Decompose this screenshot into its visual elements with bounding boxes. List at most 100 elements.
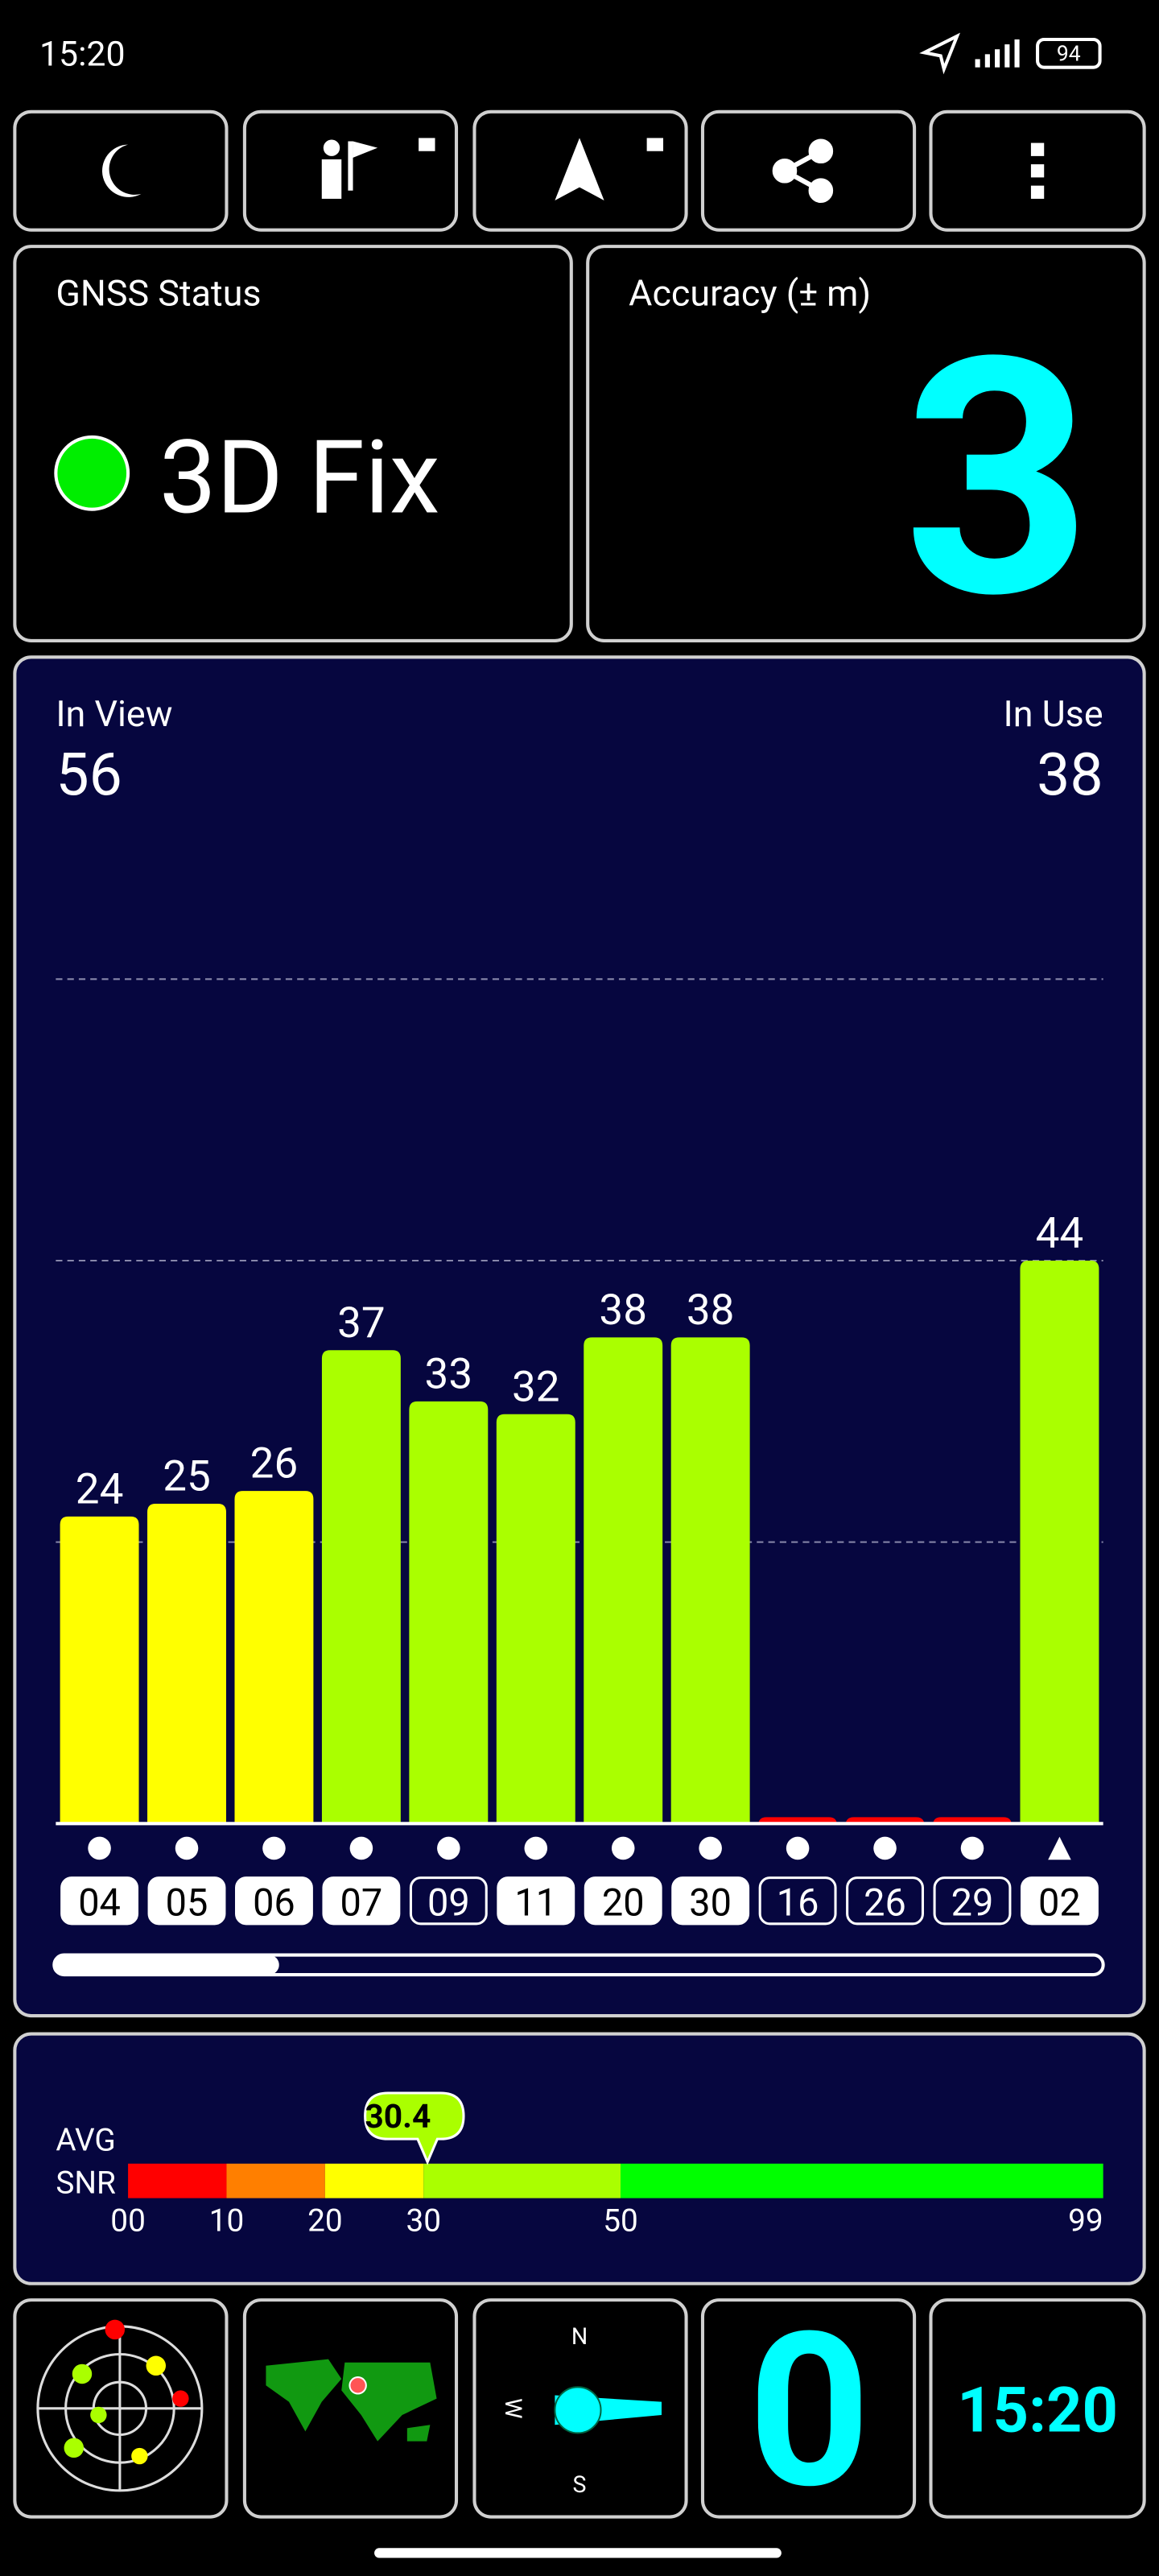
constellation-marker [611, 1836, 635, 1860]
constellation-marker [960, 1836, 984, 1860]
satellite-id: 02 [1038, 1881, 1081, 1926]
sky-view-icon [36, 2325, 204, 2492]
accuracy-panel [586, 245, 1146, 642]
satellite-id-box [147, 1876, 226, 1926]
bar [409, 1401, 489, 1824]
home-indicator[interactable] [374, 2548, 782, 2558]
satellite-id-box [933, 1876, 1012, 1926]
bar [1020, 1260, 1099, 1824]
bottom-tiles: N S W 0 15:20 [13, 2286, 1146, 2537]
snr-segment [226, 2163, 325, 2198]
constellation-marker [1048, 1836, 1071, 1860]
constellation-marker [786, 1836, 810, 1860]
satellite-id: 05 [166, 1881, 208, 1926]
compass-north: N [571, 2323, 588, 2350]
satellite-id-box [671, 1876, 750, 1926]
battery-level: 94 [1057, 42, 1081, 67]
satellite-id: 29 [951, 1881, 994, 1926]
snr-marker [364, 2091, 465, 2165]
fix-indicator [54, 435, 130, 511]
satellite-id-box [758, 1876, 837, 1926]
constellation-marker [88, 1836, 111, 1860]
status-time: 15:20 [39, 35, 126, 75]
share-button[interactable] [700, 109, 917, 232]
satellite-id: 30 [689, 1881, 732, 1926]
bar-value-label: 24 [76, 1464, 124, 1514]
in-use-label: In Use [1003, 692, 1103, 735]
satellite-id-box [1020, 1876, 1099, 1926]
snr-segment [423, 2163, 621, 2198]
compass-west: W [500, 2398, 526, 2418]
bar [147, 1503, 226, 1824]
constellation-marker [873, 1836, 897, 1860]
bar-value-label: 32 [512, 1361, 560, 1411]
satellite-id-box [322, 1876, 401, 1926]
constellation-marker [699, 1836, 722, 1860]
compass-hub [554, 2386, 602, 2434]
bar [584, 1337, 663, 1824]
in-view-label: In View [56, 692, 172, 735]
satellite-id: 20 [602, 1881, 645, 1926]
constellation-marker [524, 1836, 548, 1860]
bar [670, 1337, 750, 1824]
snr-segment [620, 2163, 1103, 2198]
snr-label-top: AVG [56, 2122, 115, 2158]
count-value: 0 [748, 2286, 870, 2537]
accuracy-label: Accuracy (± m) [629, 272, 871, 315]
bar-value-label: 37 [337, 1298, 386, 1348]
count-tile[interactable] [700, 2298, 917, 2519]
bar-value-label: 38 [687, 1285, 735, 1335]
scrollbar-thumb[interactable] [54, 1955, 279, 1975]
location-marker [349, 2376, 367, 2395]
satellite-id: 11 [514, 1881, 557, 1926]
world-map-icon [266, 2359, 437, 2442]
satellite-id-box [497, 1876, 575, 1926]
constellation-marker [262, 1836, 286, 1860]
lock-icon [646, 138, 664, 151]
snr-segment [128, 2163, 227, 2198]
constellation-marker [175, 1836, 199, 1860]
accuracy-value: 3 [903, 287, 1091, 672]
snr-tick-label: 00 [110, 2202, 146, 2239]
bar [60, 1516, 139, 1824]
share-icon [772, 138, 834, 204]
compass-south: S [573, 2471, 587, 2498]
constellation-marker [437, 1836, 460, 1860]
satellite-id-box [409, 1876, 488, 1926]
dots-icon [1030, 142, 1045, 199]
status-icons [919, 32, 1102, 75]
bar-value-label: 44 [1036, 1208, 1084, 1258]
satellite-id: 09 [427, 1881, 470, 1926]
snr-tick-label: 20 [307, 2202, 343, 2239]
snr-tick-label: 30 [406, 2202, 441, 2239]
constellation-marker [349, 1836, 373, 1860]
snr-segment [324, 2163, 424, 2198]
snr-tick-label: 10 [209, 2202, 245, 2239]
snr-tick-label: 50 [603, 2202, 638, 2239]
satellite-id-box [60, 1876, 139, 1926]
gnss-status-panel [13, 245, 573, 642]
snr-tick-label: 99 [1068, 2202, 1103, 2239]
in-use-value: 38 [1037, 741, 1103, 810]
night-mode-button[interactable] [13, 109, 229, 232]
bar-value-label: 33 [425, 1348, 473, 1398]
satellite-id: 07 [340, 1881, 383, 1926]
satellite-id-box [235, 1876, 313, 1926]
sky-dots [64, 2319, 189, 2465]
bar [321, 1350, 401, 1824]
satellite-id: 16 [777, 1881, 819, 1926]
bar-value-label: 25 [163, 1451, 211, 1501]
bar-value-label: 38 [599, 1285, 647, 1335]
satellite-id-box [846, 1876, 924, 1926]
world-map-tile[interactable] [242, 2298, 459, 2519]
toolbar [13, 109, 1146, 232]
snr-scale: 00 10 20 30 50 99 30.4 [110, 2091, 1103, 2239]
satellite-id: 26 [864, 1881, 906, 1926]
satellite-id: 04 [78, 1881, 121, 1926]
bar [496, 1414, 575, 1824]
clock-tile[interactable] [929, 2298, 1146, 2519]
snr-marker-label: 30.4 [365, 2097, 431, 2136]
bar-chart: 24 04 25 05 26 06 37 07 33 09 32 11 38 20 38 30 16 26 29 44… [56, 978, 1103, 1926]
